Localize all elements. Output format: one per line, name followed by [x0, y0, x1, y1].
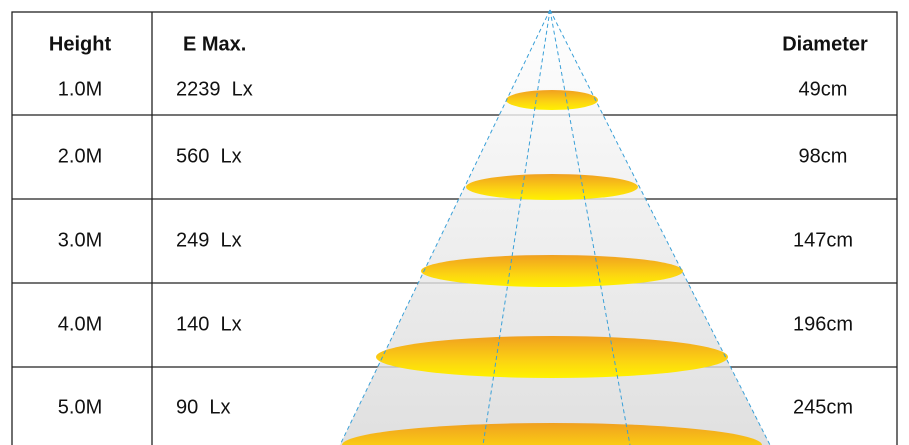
cell-height: 2.0M [58, 145, 102, 167]
cell-e-max: 249 Lx [176, 229, 242, 251]
header-diameter: Diameter [782, 33, 868, 55]
cell-diameter: 196cm [793, 313, 853, 335]
cell-diameter: 147cm [793, 229, 853, 251]
cell-height: 4.0M [58, 313, 102, 335]
cell-height: 3.0M [58, 229, 102, 251]
cell-e-max: 2239 Lx [176, 78, 253, 100]
cell-height: 5.0M [58, 396, 102, 418]
header-e-max: E Max. [183, 33, 246, 55]
light-cone [339, 9, 771, 445]
table-text: Height E Max. Diameter 1.0M 2239 Lx 49cm 2.0M 5… [49, 33, 868, 418]
cell-e-max: 90 Lx [176, 396, 230, 418]
cell-e-max: 560 Lx [176, 145, 242, 167]
cell-diameter: 245cm [793, 396, 853, 418]
cell-diameter: 49cm [799, 78, 848, 100]
cell-height: 1.0M [58, 78, 102, 100]
cell-e-max: 140 Lx [176, 313, 242, 335]
header-height: Height [49, 33, 112, 55]
cell-diameter: 98cm [799, 145, 848, 167]
